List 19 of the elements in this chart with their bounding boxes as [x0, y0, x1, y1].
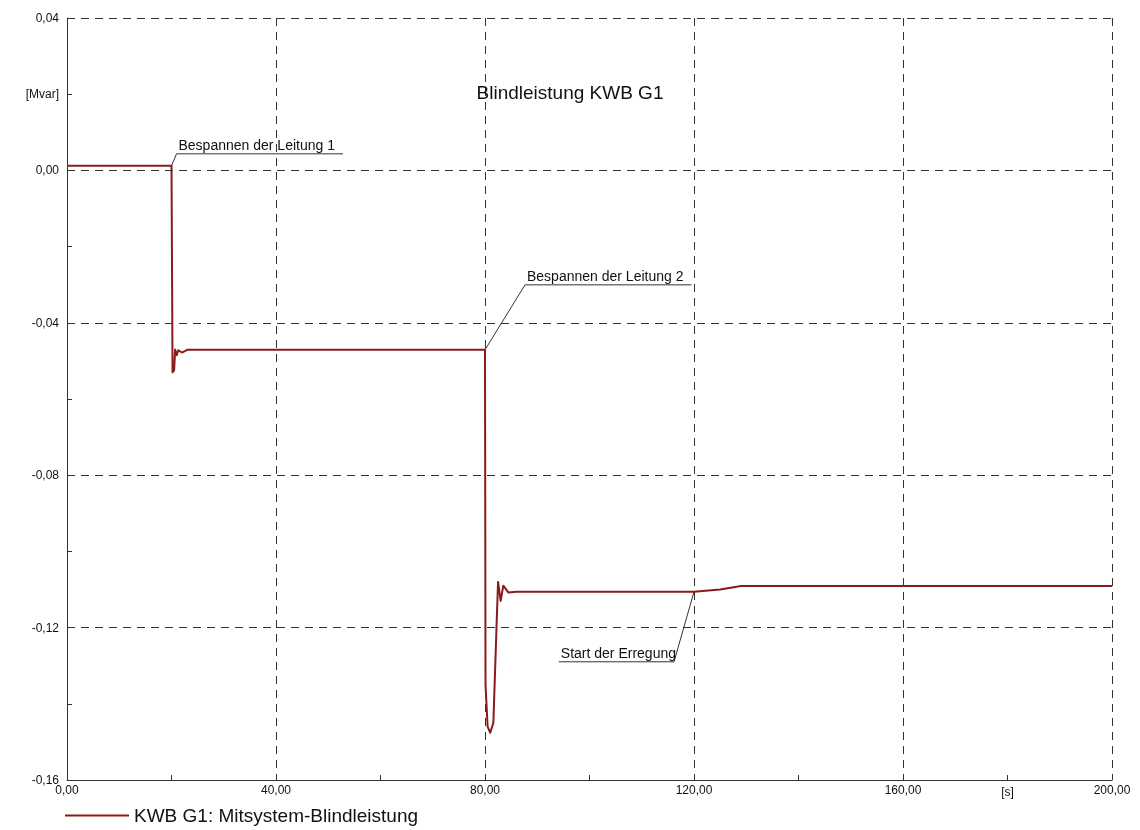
- x-tick-label: 160,00: [884, 783, 922, 797]
- x-tick-label: 200,00: [1093, 783, 1131, 797]
- y-tick-label: -0,08: [31, 468, 60, 483]
- x-tick-label: 40,00: [260, 783, 292, 797]
- annotation: Bespannen der Leitung 2: [527, 267, 684, 284]
- y-tick-label: -0,04: [31, 315, 60, 330]
- line-series: [66, 164, 1113, 734]
- y-axis-title: [Mvar]: [25, 87, 59, 102]
- x-axis-title: [s]: [1001, 785, 1014, 799]
- text: Blindleistung KWB G1: [476, 82, 664, 103]
- annotation: Bespannen der Leitung 1: [178, 136, 336, 153]
- x-tick-label: 120,00: [675, 783, 713, 797]
- legend-label: KWB G1: Mitsystem-Blindleistung: [134, 805, 419, 826]
- x-tick-label: 80,00: [469, 783, 501, 797]
- y-tick-label: -0,12: [31, 620, 60, 635]
- y-tick-label: 0,00: [35, 163, 60, 178]
- y-tick-label: 0,04: [35, 11, 60, 25]
- annotation: Start der Erregung: [560, 644, 676, 661]
- x-tick-label: 0,00: [55, 783, 79, 797]
